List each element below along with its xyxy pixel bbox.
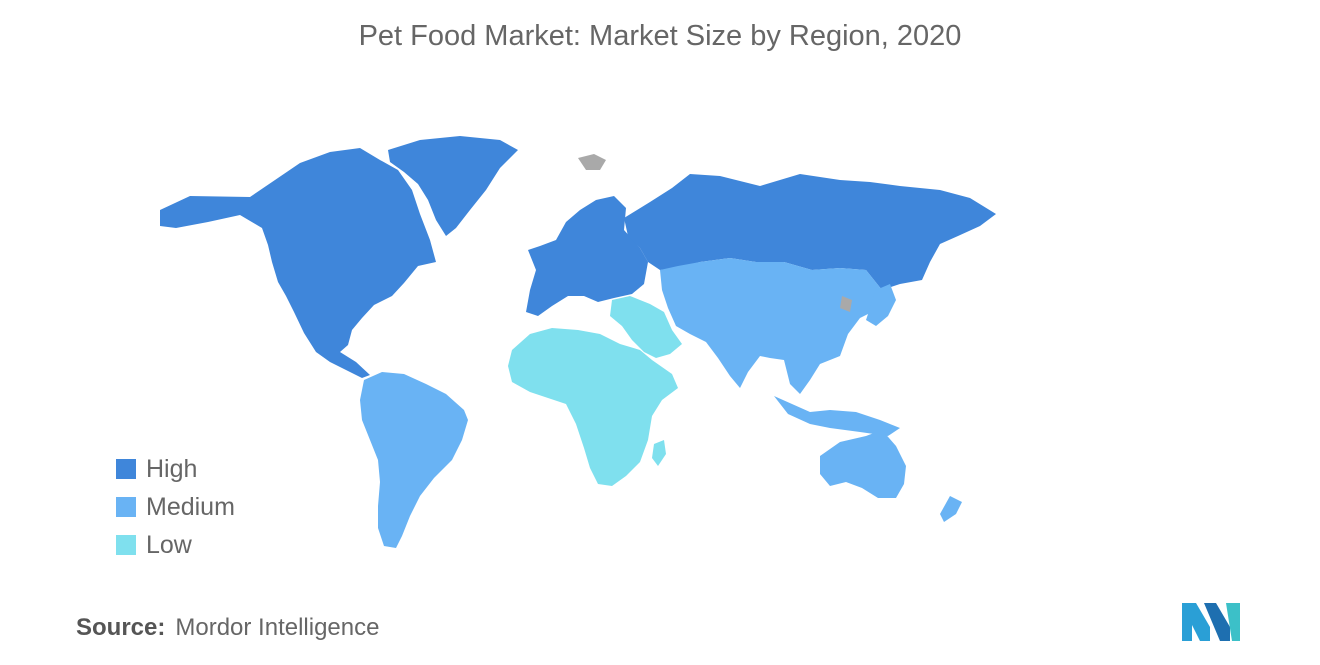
chart-title: Pet Food Market: Market Size by Region, …: [358, 20, 962, 52]
map-legend: High Medium Low: [116, 450, 235, 564]
legend-item-low: Low: [116, 526, 235, 564]
region-japan: [866, 284, 896, 326]
mordor-intelligence-logo-icon: [1182, 603, 1240, 641]
source-label: Source:: [76, 614, 166, 641]
legend-item-high: High: [116, 450, 235, 488]
region-southeast-asia: [774, 396, 900, 436]
legend-swatch-low: [116, 535, 136, 555]
region-russia: [624, 174, 996, 290]
legend-swatch-high: [116, 459, 136, 479]
region-africa: [508, 328, 678, 486]
legend-item-medium: Medium: [116, 488, 235, 526]
region-south-america: [360, 372, 468, 548]
legend-swatch-medium: [116, 497, 136, 517]
region-north-america: [160, 148, 436, 378]
region-new-zealand: [940, 496, 962, 522]
region-europe: [526, 196, 648, 316]
source-value: Mordor Intelligence: [175, 614, 380, 641]
legend-label-medium: Medium: [146, 492, 235, 521]
source-note: Source: Mordor Intelligence: [76, 614, 379, 642]
region-middle-east: [610, 296, 682, 358]
region-svalbard: [578, 154, 606, 170]
legend-label-high: High: [146, 454, 198, 483]
region-madagascar: [652, 440, 666, 466]
region-greenland: [388, 136, 518, 236]
region-asia-pacific: [660, 258, 882, 394]
legend-label-low: Low: [146, 530, 192, 559]
region-korea: [840, 296, 852, 312]
region-australia: [820, 430, 906, 498]
